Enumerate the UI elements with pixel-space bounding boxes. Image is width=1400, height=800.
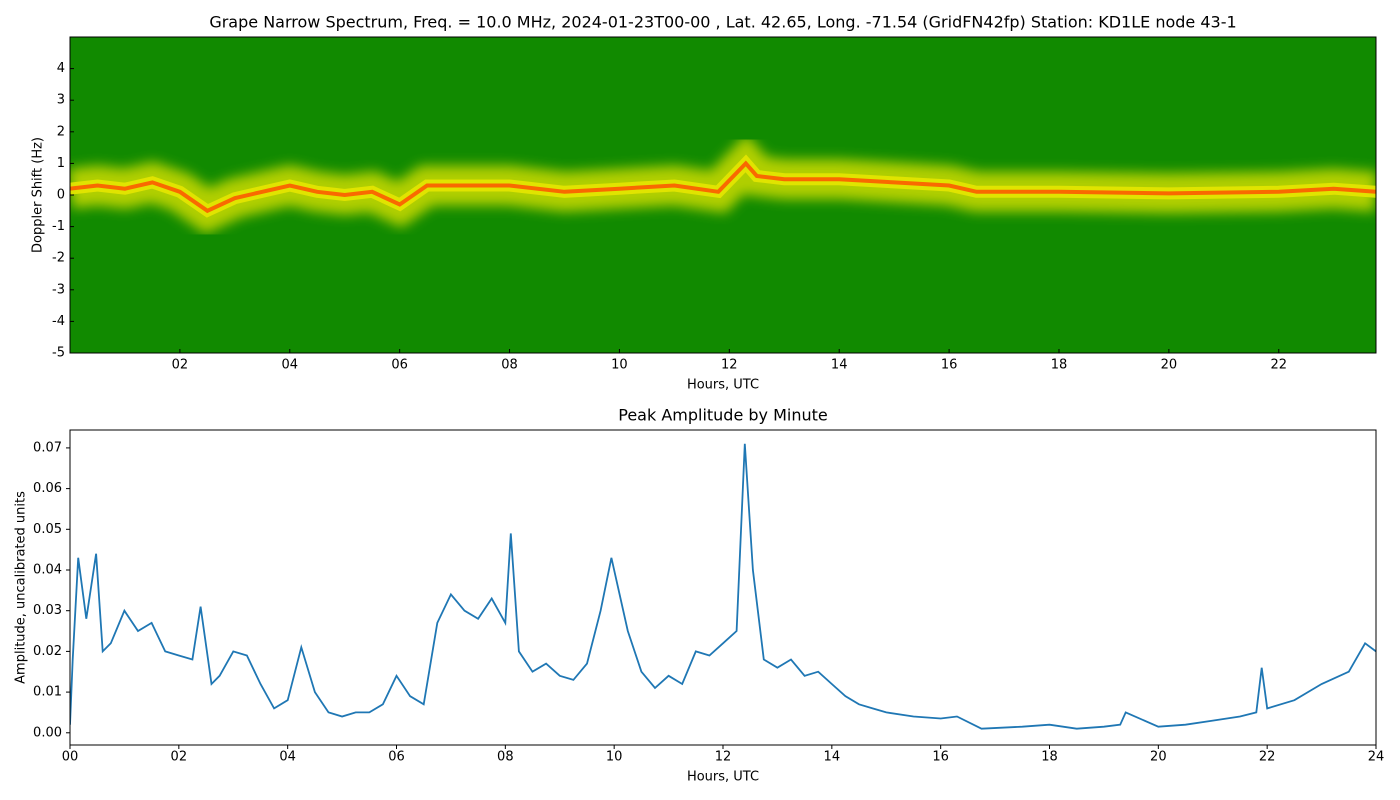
y-tick-label: 0	[57, 188, 65, 203]
y-tick-label: -3	[52, 282, 65, 297]
x-tick-label: 22	[1259, 750, 1276, 765]
chart-title: Peak Amplitude by Minute	[618, 406, 828, 425]
x-tick-label: 16	[932, 750, 949, 765]
y-tick-label: 0.03	[33, 603, 62, 618]
plot-area	[70, 443, 1376, 730]
x-tick-label: 22	[1270, 358, 1287, 373]
y-tick-label: 0.05	[33, 522, 62, 537]
x-tick-label: 06	[388, 750, 405, 765]
y-tick-label: 3	[57, 93, 65, 108]
x-tick-label: 12	[715, 750, 732, 765]
x-tick-label: 04	[281, 358, 298, 373]
x-tick-label: 08	[501, 358, 518, 373]
x-tick-label: 08	[497, 750, 514, 765]
x-axis-label: Hours, UTC	[687, 770, 759, 785]
y-tick-label: 0.06	[33, 481, 62, 496]
x-tick-label: 04	[279, 750, 296, 765]
y-tick-label: 0.01	[33, 685, 62, 700]
x-tick-label: 06	[391, 358, 408, 373]
y-tick-label: 2	[57, 124, 65, 139]
x-tick-label: 14	[831, 358, 848, 373]
y-axis-label: Doppler Shift (Hz)	[31, 137, 46, 253]
y-tick-label: -4	[52, 314, 65, 329]
y-tick-label: 1	[57, 156, 65, 171]
x-tick-label: 20	[1161, 358, 1178, 373]
x-tick-label: 20	[1150, 750, 1167, 765]
x-tick-label: 24	[1368, 750, 1385, 765]
y-tick-label: -1	[52, 219, 65, 234]
plot-frame	[69, 429, 1377, 746]
chart-title: Grape Narrow Spectrum, Freq. = 10.0 MHz,…	[209, 13, 1236, 32]
plot-area	[70, 37, 1376, 353]
y-tick-label: 0.00	[33, 725, 62, 740]
y-axis-label: Amplitude, uncalibrated units	[14, 491, 29, 684]
x-tick-label: 02	[171, 750, 188, 765]
x-tick-label: 14	[824, 750, 841, 765]
x-axis-label: Hours, UTC	[687, 378, 759, 393]
y-tick-label: 0.02	[33, 644, 62, 659]
y-tick-label: 0.07	[33, 440, 62, 455]
y-tick-label: 0.04	[33, 563, 62, 578]
x-tick-label: 18	[1051, 358, 1068, 373]
x-tick-label: 12	[721, 358, 738, 373]
line	[70, 443, 1376, 730]
y-tick-label: -2	[52, 251, 65, 266]
x-tick-label: 10	[606, 750, 623, 765]
x-tick-label: 10	[611, 358, 628, 373]
y-tick-label: -5	[52, 346, 65, 361]
y-tick-label: 4	[57, 61, 65, 76]
spectrogram-ridge	[70, 160, 1376, 214]
x-tick-label: 18	[1041, 750, 1058, 765]
x-tick-label: 16	[941, 358, 958, 373]
x-tick-label: 00	[62, 750, 79, 765]
x-tick-label: 02	[172, 358, 189, 373]
